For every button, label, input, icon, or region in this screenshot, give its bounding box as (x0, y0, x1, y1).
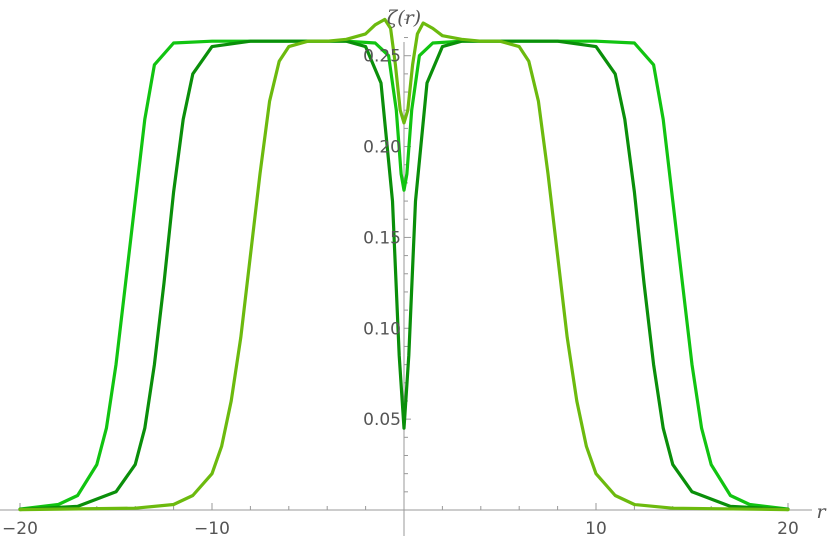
y-tick-label: 0.25 (363, 47, 401, 67)
y-tick-label: 0.15 (363, 228, 401, 248)
x-tick-label: −20 (2, 519, 38, 539)
series-line-3 (18, 17, 790, 512)
axes (0, 18, 812, 536)
x-tick-label: −10 (194, 519, 230, 539)
y-tick-label: 0.20 (363, 138, 401, 158)
labels: −20 −10 10 20 0.05 0.10 0.15 0.20 0.25 ζ(r) r (2, 7, 827, 539)
series-group (18, 17, 790, 512)
series-line-1 (18, 39, 790, 511)
x-tick-label: 10 (585, 519, 607, 539)
y-axis-label: ζ(r) (387, 7, 421, 29)
series-line-2 (18, 39, 790, 512)
x-axis-label: r (816, 501, 827, 523)
x-tick-label: 20 (777, 519, 799, 539)
y-tick-label: 0.10 (363, 319, 401, 339)
y-tick-label: 0.05 (363, 410, 401, 430)
